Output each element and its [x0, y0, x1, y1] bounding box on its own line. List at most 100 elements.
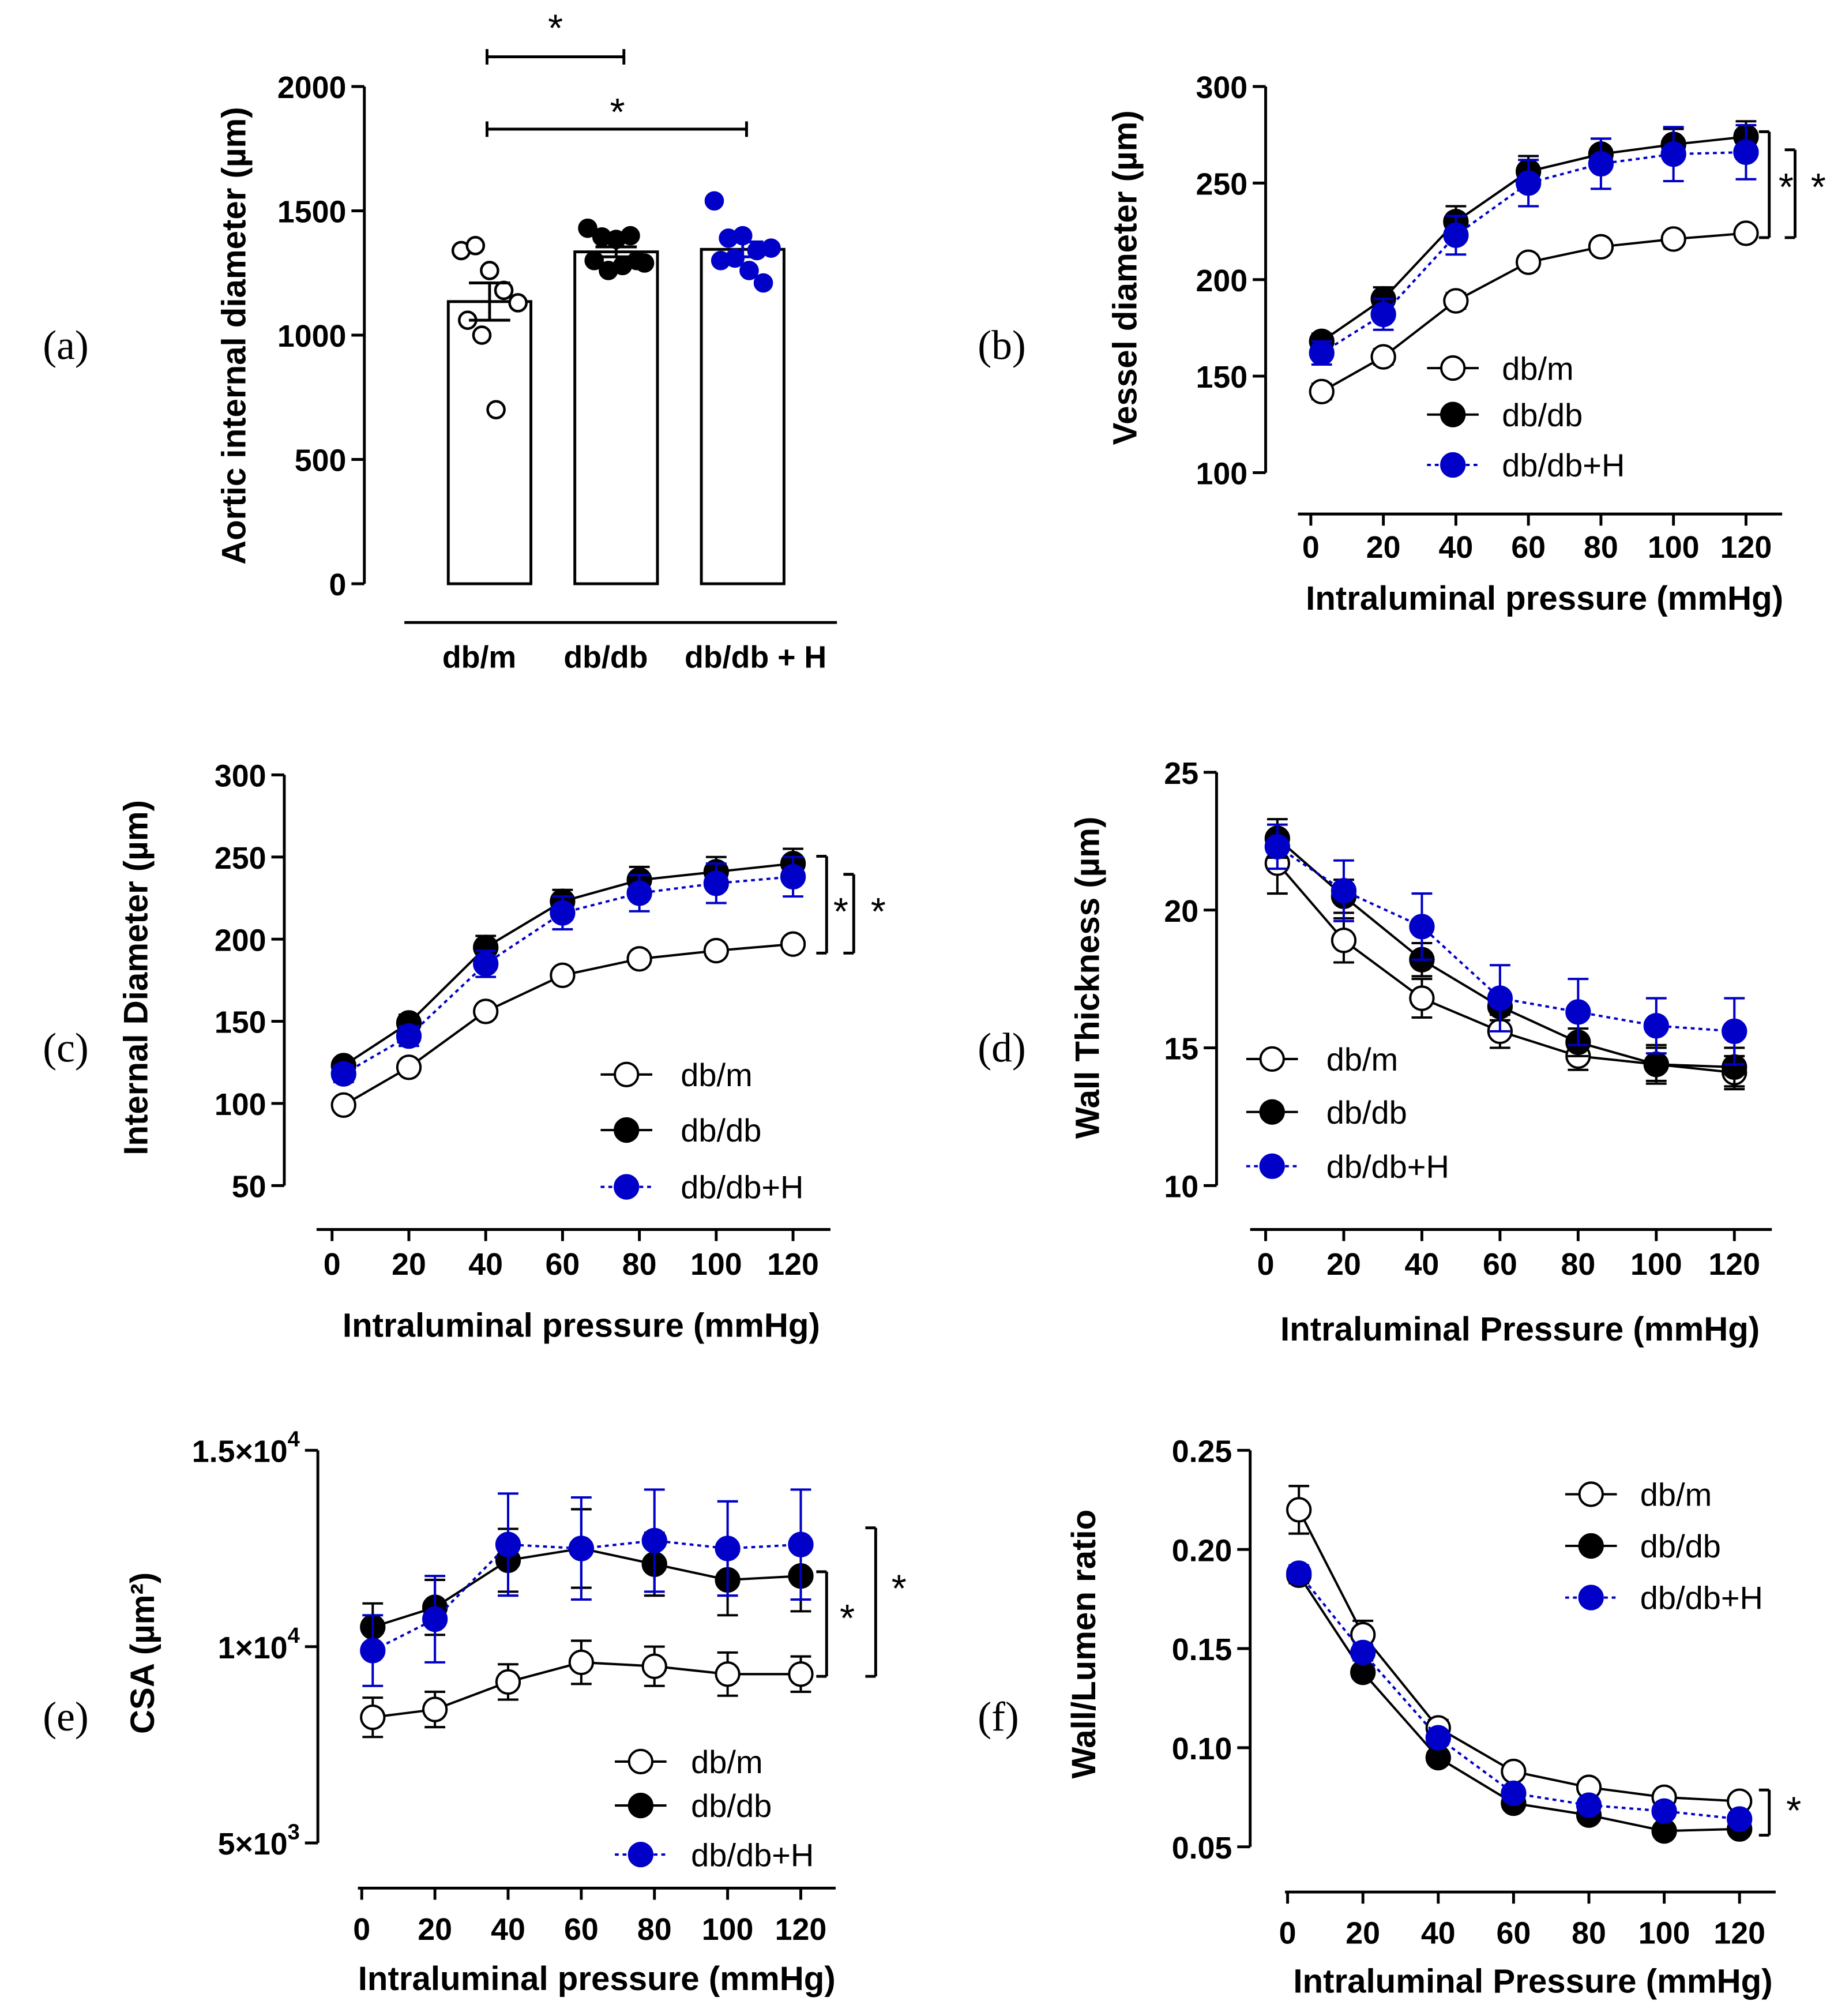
- data-point: [330, 1061, 356, 1087]
- data-point: [641, 1527, 667, 1554]
- data-point: [480, 261, 499, 280]
- data-point: [1309, 340, 1335, 366]
- y-tick-label: 1×104: [218, 1624, 300, 1665]
- data-point: [1286, 1497, 1312, 1523]
- y-tick-label: 250: [1196, 167, 1248, 202]
- data-point: [1733, 139, 1759, 165]
- legend-label: db/db+H: [1502, 447, 1625, 483]
- data-point: [1660, 226, 1686, 252]
- legend-marker: [627, 1792, 654, 1819]
- data-point: [1660, 141, 1686, 167]
- significance-star: *: [1786, 1789, 1801, 1832]
- y-tick-label: 100: [215, 1087, 266, 1122]
- legend-label: db/db: [1502, 397, 1583, 433]
- data-point: [494, 280, 514, 301]
- panel-d: (d) 10 15 20 25 Wall Thickness (µm) 0 20 40 60 80 1…: [978, 756, 1772, 1348]
- significance-star: *: [1779, 166, 1794, 209]
- legend-marker: [1259, 1153, 1285, 1179]
- legend-marker: [1578, 1481, 1604, 1507]
- data-point: [578, 218, 597, 238]
- x-tick-label: 60: [1497, 1916, 1531, 1951]
- y-tick-label: 300: [1196, 70, 1248, 105]
- x-tick-label: 0: [1279, 1916, 1296, 1951]
- legend-label: db/db+H: [691, 1837, 814, 1873]
- y-tick-label: 100: [1196, 457, 1248, 491]
- x-tick-label: 80: [1572, 1916, 1606, 1951]
- significance-star: *: [871, 890, 886, 933]
- y-axis-label: Aortic internal diameter (µm): [216, 107, 253, 565]
- significance-star: *: [610, 91, 625, 134]
- x-tick-label: db/db + H: [685, 640, 826, 675]
- data-point: [627, 250, 647, 271]
- data-point: [1487, 985, 1513, 1011]
- bar: [446, 300, 533, 585]
- significance-star: *: [892, 1567, 907, 1610]
- x-tick-label: 60: [1511, 530, 1546, 565]
- data-point: [465, 236, 486, 256]
- y-tick-label: 5×103: [218, 1820, 300, 1861]
- data-point: [486, 400, 506, 420]
- legend-marker: [1440, 355, 1466, 381]
- x-tick-label: 100: [1638, 1916, 1690, 1951]
- data-point: [550, 900, 576, 926]
- data-point: [761, 238, 781, 258]
- data-point: [703, 870, 730, 896]
- data-point: [715, 1661, 741, 1687]
- data-point: [1576, 1792, 1602, 1818]
- data-point: [788, 1531, 814, 1557]
- x-tick-label: 100: [1648, 530, 1700, 565]
- y-tick-mantissa: 5×10: [218, 1827, 288, 1861]
- x-tick-label: 40: [1421, 1916, 1456, 1951]
- data-point: [550, 962, 576, 988]
- y-tick-label: 0.05: [1172, 1831, 1232, 1865]
- y-tick-label: 15: [1164, 1032, 1198, 1067]
- data-point: [715, 1536, 741, 1561]
- data-point: [1515, 249, 1542, 275]
- x-tick-label: 100: [690, 1247, 742, 1282]
- x-axis-label: Intraluminal pressure (mmHg): [343, 1307, 820, 1344]
- y-tick-label: 1500: [277, 195, 347, 230]
- data-point: [473, 998, 499, 1024]
- x-axis-label: Intraluminal Pressure (mmHg): [1293, 1963, 1772, 2000]
- data-point: [1286, 1560, 1312, 1586]
- data-point: [473, 951, 499, 977]
- x-tick-label: 20: [1366, 530, 1401, 565]
- legend-marker: [614, 1117, 640, 1143]
- panel-label: (e): [43, 1694, 89, 1740]
- data-point: [1643, 1052, 1669, 1078]
- data-point: [788, 1661, 814, 1687]
- data-point: [396, 1023, 422, 1049]
- x-tick-label: 0: [1257, 1247, 1275, 1282]
- x-tick-label: 0: [353, 1912, 370, 1947]
- y-tick-label: 2000: [277, 70, 347, 105]
- data-point: [1651, 1798, 1677, 1824]
- legend-marker: [1440, 401, 1466, 427]
- data-point: [1264, 834, 1291, 860]
- legend-label: db/db: [1326, 1094, 1407, 1131]
- y-axis-label: CSA (µm²): [124, 1572, 161, 1734]
- data-point: [1309, 378, 1335, 405]
- data-point: [1331, 878, 1357, 904]
- x-tick-label: 120: [1713, 1916, 1765, 1951]
- data-point: [1370, 344, 1396, 370]
- x-tick-label: 80: [1584, 530, 1618, 565]
- panel-label: (d): [978, 1025, 1026, 1071]
- x-tick-label: 100: [1630, 1247, 1682, 1282]
- data-point: [1515, 170, 1542, 196]
- data-point: [626, 946, 652, 972]
- x-tick-label: 20: [1326, 1247, 1361, 1282]
- x-tick-label: 120: [767, 1247, 819, 1282]
- data-point: [1727, 1806, 1753, 1832]
- data-point: [1501, 1780, 1527, 1807]
- x-tick-label: 120: [1720, 530, 1772, 565]
- data-point: [330, 1092, 356, 1118]
- y-tick-label: 50: [232, 1170, 266, 1204]
- panel-a: (a) 0 500 1000 1500 2000 Aortic internal diame…: [43, 7, 837, 675]
- x-axis-label: Intraluminal pressure (mmHg): [1306, 580, 1783, 617]
- legend-label: db/m: [691, 1744, 762, 1780]
- legend-label: db/db: [681, 1112, 761, 1148]
- legend-marker: [1578, 1533, 1604, 1559]
- data-point: [1588, 151, 1614, 177]
- y-tick-label: 500: [295, 444, 347, 478]
